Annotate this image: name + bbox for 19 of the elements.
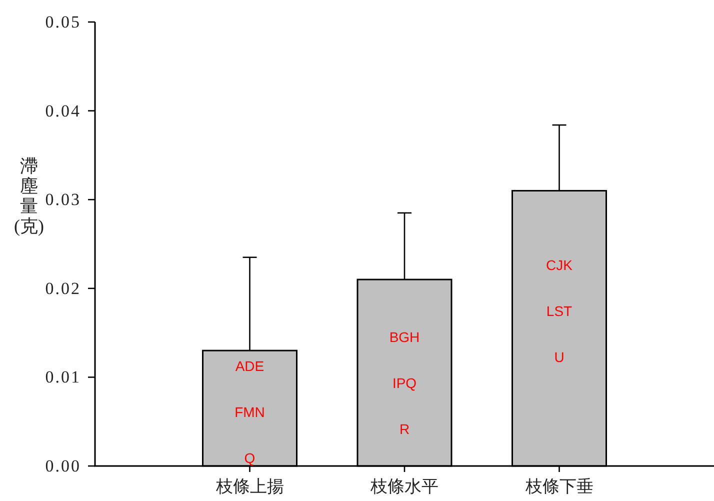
y-tick-label: 0.04 bbox=[45, 101, 81, 120]
y-tick-label: 0.03 bbox=[45, 190, 81, 210]
annotation: IPQ bbox=[392, 375, 417, 391]
annotation: R bbox=[399, 421, 410, 437]
annotation: LST bbox=[546, 303, 573, 319]
annotation: U bbox=[554, 349, 564, 365]
y-tick-label: 0.00 bbox=[45, 456, 81, 476]
annotation: BGH bbox=[389, 329, 420, 345]
annotation: CJK bbox=[546, 257, 574, 273]
x-tick-label: 枝條上揚 bbox=[214, 477, 284, 496]
annotation: Q bbox=[244, 450, 256, 466]
annotation: ADE bbox=[235, 358, 264, 374]
annotation: FMN bbox=[234, 404, 265, 420]
y-tick-label: 0.05 bbox=[45, 12, 81, 32]
y-tick-label: 0.02 bbox=[45, 278, 81, 298]
x-tick-label: 枝條下垂 bbox=[524, 477, 594, 496]
x-tick-label: 枝條水平 bbox=[370, 477, 438, 496]
y-axis-title: 滯塵量(克) bbox=[14, 156, 44, 236]
y-tick-label: 0.01 bbox=[45, 368, 81, 387]
